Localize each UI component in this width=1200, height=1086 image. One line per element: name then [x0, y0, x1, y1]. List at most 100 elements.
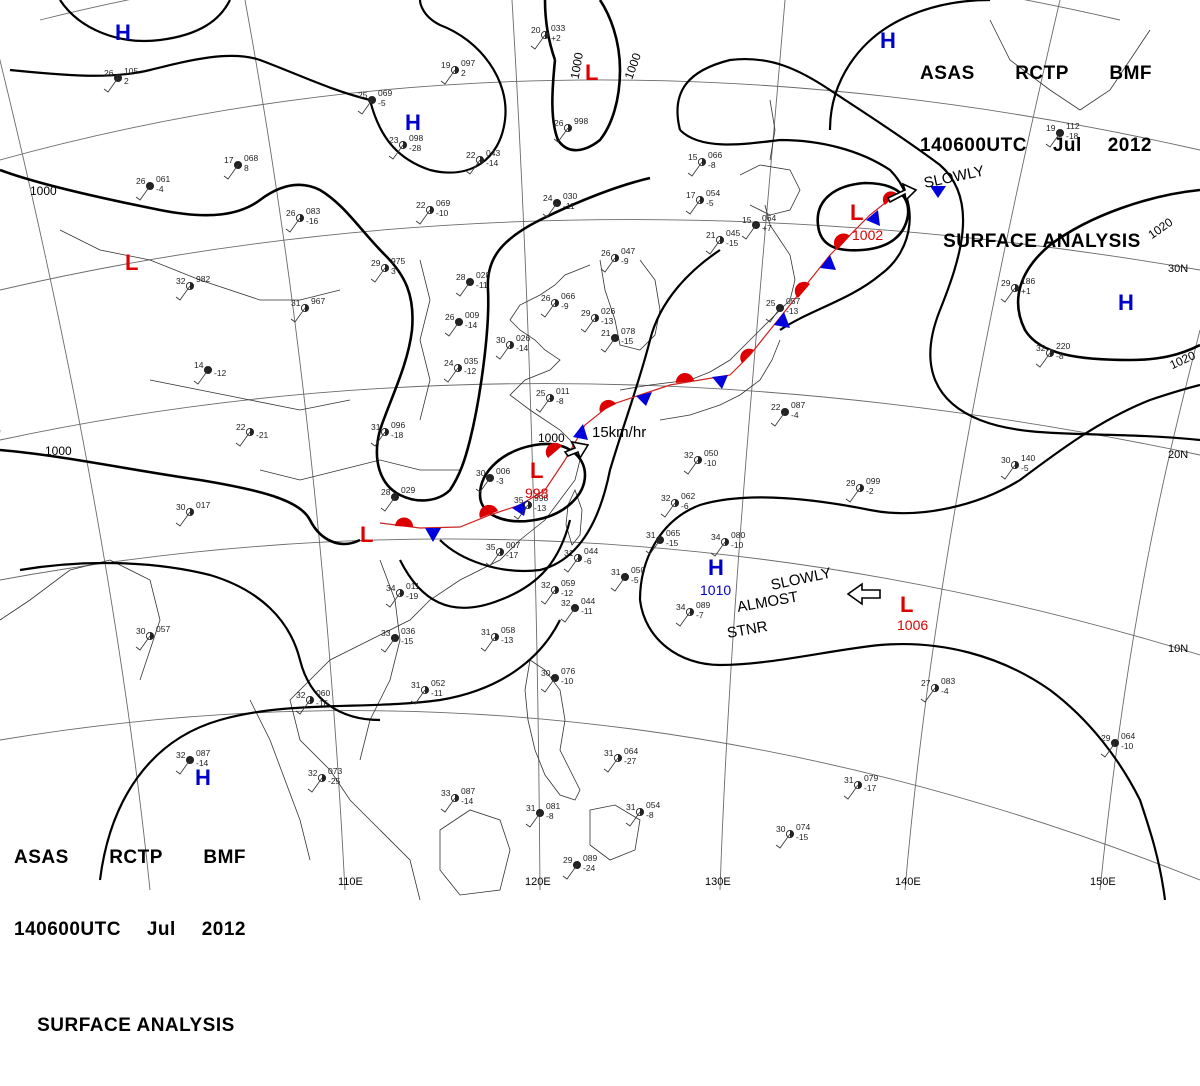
station-plot: 15 064+7 — [741, 213, 776, 240]
station-plot: 22 087-4 — [770, 400, 805, 427]
station-pressure-tendency: 2 — [461, 68, 466, 78]
station-pressure: 047 — [621, 246, 635, 256]
coast-hokkaido — [739, 164, 801, 216]
isobar-china-trough — [439, 249, 721, 572]
high-center-symbol: H — [1118, 290, 1134, 315]
isobar-low-ecs — [478, 442, 587, 523]
station-plot: 26 998 — [553, 116, 588, 143]
station-plot: 34 080-10 — [710, 530, 745, 557]
station-temperature: 31 — [564, 548, 574, 558]
meridian-130e — [719, 0, 786, 891]
station-pressure-tendency: -15 — [621, 336, 634, 346]
station-pressure: 043 — [486, 148, 500, 158]
station-pressure-tendency: -15 — [726, 238, 739, 248]
station-cloud-cover — [403, 141, 407, 149]
station-cloud-cover — [150, 632, 154, 640]
station-cloud-cover — [118, 74, 122, 82]
isobar-japan-outer — [679, 129, 911, 331]
station-pressure: 087 — [461, 786, 475, 796]
station-pressure-tendency: -11 — [563, 201, 575, 211]
station-cloud-cover — [690, 608, 694, 616]
station-temperature: 31 — [371, 422, 381, 432]
station-pressure: 098 — [409, 133, 423, 143]
station-pressure: 975 — [391, 256, 405, 266]
station-cloud-cover — [1050, 349, 1054, 357]
motion-label-slowly-se: SLOWLY — [769, 565, 833, 594]
high-center-value: 1010 — [700, 582, 731, 598]
station-cloud-cover — [725, 538, 729, 546]
parallel-30n — [0, 219, 1200, 291]
station-pressure-tendency: -19 — [406, 591, 419, 601]
station-temperature: 31 — [646, 530, 656, 540]
wind-barb — [765, 307, 781, 323]
station-plot: 26 009-14 — [444, 310, 479, 337]
wind-barb — [175, 511, 191, 527]
station-cloud-cover — [455, 794, 459, 802]
wind-barb — [385, 592, 401, 608]
station-cloud-cover — [305, 304, 309, 312]
station-cloud-cover — [190, 508, 194, 516]
warm-symbol — [395, 517, 414, 527]
wind-barb — [625, 811, 641, 827]
motion-label-almost: ALMOST — [736, 588, 800, 615]
station-temperature: 20 — [531, 25, 541, 35]
isobar-n-1000b — [543, 0, 557, 61]
station-plot: 15 066-8 — [687, 150, 722, 177]
station-plot: 25 011-8 — [535, 386, 570, 413]
wind-barb — [285, 217, 301, 233]
isobar-label: 1020 — [1167, 348, 1197, 372]
station-pressure-tendency: -4 — [156, 184, 164, 194]
station-pressure: 105 — [124, 66, 138, 76]
station-temperature: 31 — [626, 802, 636, 812]
header-row-3: SURFACE ANALYSIS — [920, 206, 1152, 278]
station-temperature: 32 — [308, 768, 318, 778]
station-plot: 19 112-18 — [1045, 121, 1080, 148]
wind-barb — [553, 127, 569, 143]
station-pressure: 998 — [534, 493, 548, 503]
header-source: ASAS — [14, 847, 69, 868]
station-pressure: 083 — [306, 206, 320, 216]
isobar-japan-low — [816, 181, 910, 252]
station-plot: 28 028-11 — [455, 270, 490, 297]
station-pressure-tendency: -11 — [581, 606, 593, 616]
station-pressure-tendency: -14 — [196, 758, 209, 768]
station-plot: 24 030-11 — [542, 191, 577, 218]
station-temperature: 26 — [554, 118, 564, 128]
station-pressure: 017 — [196, 500, 210, 510]
station-pressure: 006 — [496, 466, 510, 476]
wind-barb — [540, 677, 556, 693]
wind-barb — [687, 161, 703, 177]
station-plot: 32 059-12 — [540, 578, 575, 605]
wind-barb — [542, 202, 558, 218]
wind-barb — [388, 144, 404, 160]
wind-barb — [443, 367, 459, 383]
station-cloud-cover — [595, 314, 599, 322]
motion-arrows — [563, 182, 918, 606]
wind-barb — [770, 411, 786, 427]
station-temperature: 26 — [286, 208, 296, 218]
station-temperature: 31 — [604, 748, 614, 758]
station-cloud-cover — [458, 364, 462, 372]
station-pressure-tendency: -12 — [214, 368, 227, 378]
station-temperature: 24 — [444, 358, 454, 368]
station-plot: 32 050-10 — [683, 448, 718, 475]
wind-barb — [1045, 132, 1061, 148]
station-cloud-cover — [495, 633, 499, 641]
isobar-label: 1000 — [538, 431, 565, 445]
wind-barb — [370, 267, 386, 283]
station-pressure-tendency: -8 — [546, 811, 554, 821]
wind-barb — [415, 209, 431, 225]
wind-barb — [175, 759, 191, 775]
station-cloud-cover — [238, 161, 242, 169]
station-plot: 29 089-24 — [562, 853, 597, 880]
station-plot: 30 074-15 — [775, 822, 810, 849]
low-center-symbol: L — [530, 458, 543, 483]
station-pressure: 069 — [378, 88, 392, 98]
station-temperature: 26 — [445, 312, 455, 322]
station-temperature: 29 — [846, 478, 856, 488]
low-center-value: 998 — [525, 485, 549, 501]
station-cloud-cover — [490, 474, 494, 482]
header-time: 140600UTC — [920, 135, 1027, 156]
